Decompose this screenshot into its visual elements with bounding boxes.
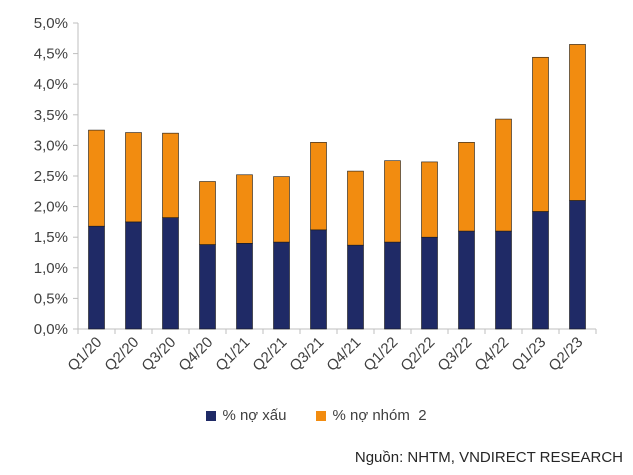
y-tick-label: 0,0%: [34, 321, 68, 338]
y-tick-label: 1,5%: [34, 229, 68, 246]
y-tick-label: 5,0%: [34, 15, 68, 32]
bar-no-xau: [569, 200, 586, 330]
y-tick-label: 4,0%: [34, 76, 68, 93]
bar-no-xau: [347, 244, 364, 330]
x-tick-label: Q1/20: [64, 334, 105, 375]
legend-item-no-xau: % nợ xấu: [206, 407, 286, 424]
bar-no-xau: [199, 244, 216, 330]
x-tick-label: Q2/23: [545, 334, 586, 375]
x-tick-label: Q1/22: [360, 334, 401, 375]
bar-no-xau: [125, 221, 142, 330]
x-tick-label: Q3/21: [286, 334, 327, 375]
bar-no-nhom-2: [199, 181, 216, 245]
legend: % nợ xấu % nợ nhóm 2: [0, 407, 633, 424]
bar-no-xau: [495, 230, 512, 330]
x-tick-label: Q1/21: [212, 334, 253, 375]
bar-no-nhom-2: [236, 174, 253, 244]
bar-no-xau: [384, 241, 401, 330]
bar-no-nhom-2: [162, 132, 179, 218]
bar-no-nhom-2: [125, 132, 142, 223]
legend-swatch-no-xau: [206, 410, 217, 421]
x-tick-label: Q4/22: [471, 334, 512, 375]
y-tick-label: 3,5%: [34, 107, 68, 124]
y-tick-label: 3,0%: [34, 137, 68, 154]
y-tick-label: 2,5%: [34, 168, 68, 185]
bar-no-nhom-2: [384, 160, 401, 243]
bar-no-xau: [458, 230, 475, 330]
x-tick-label: Q3/22: [434, 334, 475, 375]
bar-no-nhom-2: [310, 142, 327, 231]
bar-no-nhom-2: [421, 161, 438, 238]
bar-no-xau: [532, 211, 549, 330]
bar-no-nhom-2: [88, 129, 105, 227]
bar-no-nhom-2: [273, 176, 290, 243]
bar-no-xau: [421, 236, 438, 330]
bar-no-xau: [310, 229, 327, 330]
x-tick-label: Q1/23: [508, 334, 549, 375]
bar-no-nhom-2: [495, 118, 512, 232]
bar-no-xau: [88, 225, 105, 330]
x-tick-label: Q2/21: [249, 334, 290, 375]
source-note: Nguồn: NHTM, VNDIRECT RESEARCH: [354, 449, 623, 466]
legend-item-no-nhom-2: % nợ nhóm 2: [316, 407, 427, 424]
x-tick-label: Q3/20: [138, 334, 179, 375]
y-tick-label: 0,5%: [34, 290, 68, 307]
x-tick-label: Q2/22: [397, 334, 438, 375]
y-tick-label: 4,5%: [34, 46, 68, 63]
bar-no-nhom-2: [458, 142, 475, 232]
y-tick-label: 2,0%: [34, 199, 68, 216]
bar-no-xau: [236, 243, 253, 330]
x-tick-label: Q2/20: [101, 334, 142, 375]
bar-no-nhom-2: [569, 44, 586, 201]
bar-no-nhom-2: [347, 170, 364, 246]
x-tick-label: Q4/21: [323, 334, 364, 375]
legend-swatch-no-nhom-2: [316, 410, 327, 421]
legend-label-no-nhom-2: % nợ nhóm 2: [332, 407, 427, 424]
bar-no-nhom-2: [532, 56, 549, 212]
y-tick-label: 1,0%: [34, 260, 68, 277]
bar-no-xau: [273, 241, 290, 330]
legend-label-no-xau: % nợ xấu: [222, 407, 287, 424]
bar-no-xau: [162, 217, 179, 330]
x-tick-label: Q4/20: [175, 334, 216, 375]
